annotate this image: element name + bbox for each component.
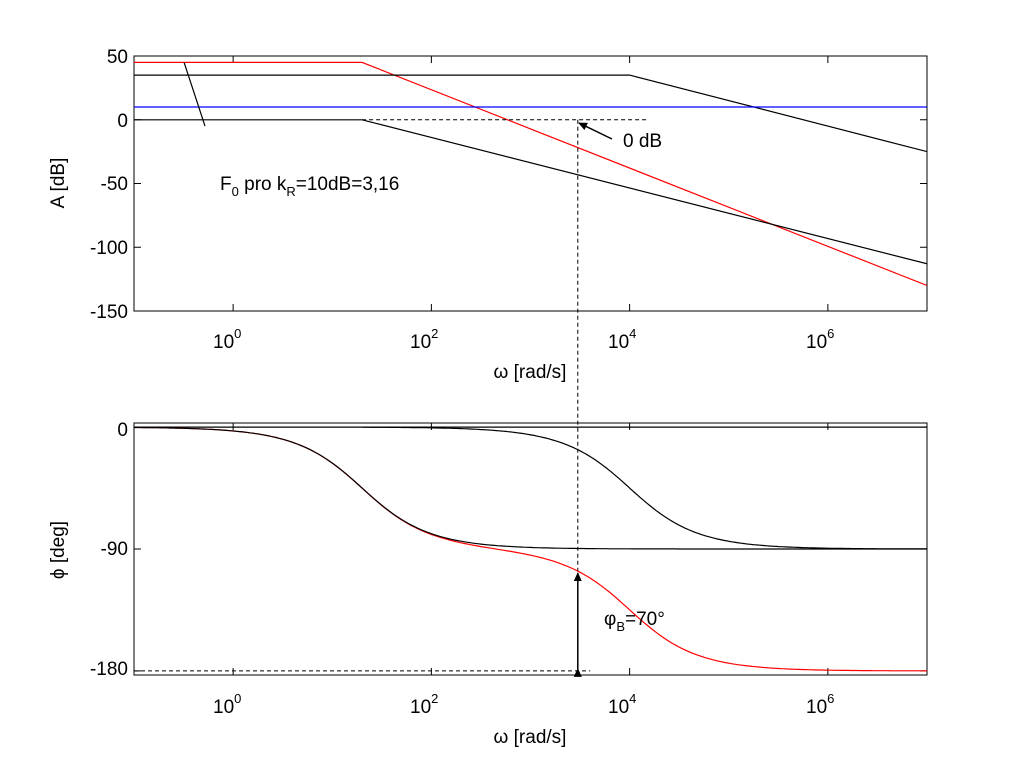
phase-series-line	[362, 426, 927, 550]
magnitude-y-tick-label: -150	[90, 302, 128, 323]
magnitude-x-tick-label: 104	[608, 326, 636, 353]
svg-text:104: 104	[608, 691, 636, 718]
phase-y-tick-label: -180	[90, 659, 128, 680]
magnitude-series-line	[134, 74, 927, 153]
phase-series-group	[134, 426, 927, 672]
magnitude-y-tick-label: 50	[107, 47, 128, 68]
phase-x-tick-label: 106	[806, 691, 834, 718]
phase-y-tick-label: -90	[101, 539, 128, 560]
phase-y-tick-label: 0	[117, 420, 128, 441]
magnitude-y-axis-label: A [dB]	[48, 158, 69, 209]
phase-x-axis-label: ω [rad/s]	[494, 727, 567, 748]
svg-text:100: 100	[213, 326, 241, 353]
phase-y-axis-label: ϕ [deg]	[48, 521, 69, 579]
magnitude-series-line	[134, 61, 927, 287]
svg-text:102: 102	[410, 691, 438, 718]
magnitude-y-tick-label: -50	[101, 174, 128, 195]
phase-margin-annotation: φB=70°	[604, 609, 665, 634]
svg-text:106: 106	[806, 326, 834, 353]
magnitude-y-tick-label: -100	[90, 238, 128, 259]
phase-x-tick-label: 104	[608, 691, 636, 718]
zero-db-annotation: 0 dB	[623, 131, 662, 152]
phase-panel: 0 -90 -180 100 102 104 106 ω [rad/s] ϕ […	[48, 420, 928, 748]
svg-text:102: 102	[410, 326, 438, 353]
magnitude-x-tick-label: 106	[806, 326, 834, 353]
magnitude-x-tick-label: 100	[213, 326, 241, 353]
phase-x-tick-label: 100	[213, 691, 241, 718]
phase-series-line	[134, 426, 927, 550]
zero-db-arrow	[578, 122, 613, 140]
magnitude-tick-marks	[134, 55, 927, 312]
svg-text:104: 104	[608, 326, 636, 353]
svg-text:106: 106	[806, 691, 834, 718]
magnitude-x-axis-label: ω [rad/s]	[494, 362, 567, 383]
magnitude-y-tick-label: 0	[117, 111, 128, 132]
svg-text:100: 100	[213, 691, 241, 718]
magnitude-series-group	[134, 61, 927, 287]
f0-annotation: F0 pro kR=10dB=3,16	[220, 174, 399, 199]
phase-x-tick-label: 102	[410, 691, 438, 718]
magnitude-panel: 50 0 -50 -100 -150 100 102 104 106 ω [ra…	[48, 47, 928, 383]
magnitude-series-line	[183, 62, 206, 127]
magnitude-x-tick-label: 102	[410, 326, 438, 353]
